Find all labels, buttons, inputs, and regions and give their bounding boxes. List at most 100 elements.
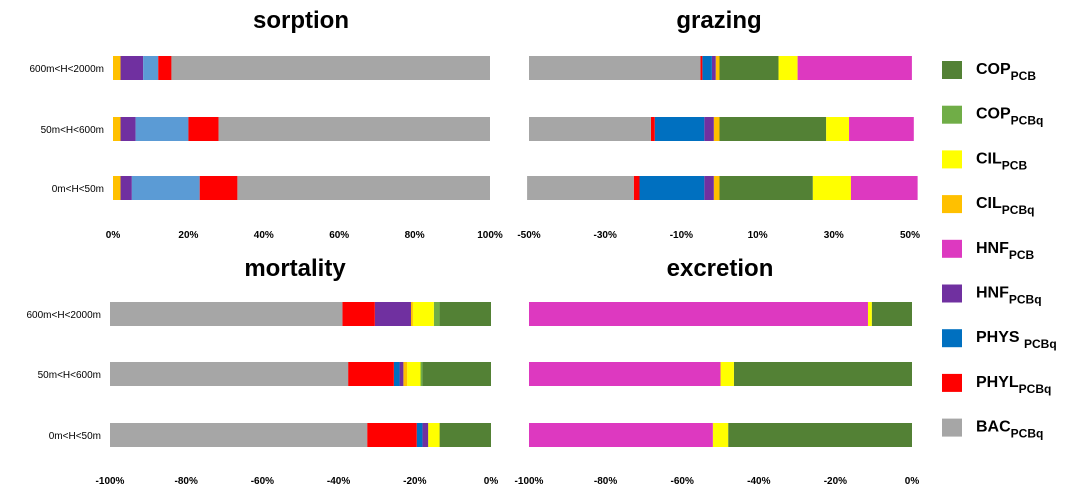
x-tick-label: 0% xyxy=(106,230,121,241)
bar-segment-cil-pcbq xyxy=(713,117,720,141)
category-label: 0m<H<50m xyxy=(52,184,104,195)
legend-label: COPPCB xyxy=(976,61,1036,83)
legend-label: PHYLPCBq xyxy=(976,374,1051,396)
legend-item: COPPCBq xyxy=(942,105,1043,128)
legend-swatch xyxy=(942,239,962,258)
legend-item: CILPCBq xyxy=(942,195,1034,217)
bar-segment-phyl-pcbq xyxy=(650,117,655,141)
category-label: 50m<H<600m xyxy=(38,370,101,381)
chart-title: grazing xyxy=(676,7,761,34)
bar-segment-cop-pcb xyxy=(439,423,491,447)
bar-segment-cil-pcb xyxy=(867,302,872,326)
legend-item: COPPCB xyxy=(942,61,1036,83)
bar-segment-bac-pcbq xyxy=(171,56,490,80)
bar-segment-hnf-pcb xyxy=(529,423,713,447)
legend-item: HNFPCB xyxy=(942,239,1035,262)
bar-segment-bac-pcbq xyxy=(237,176,490,200)
x-tick-label: -80% xyxy=(175,476,198,487)
x-tick-label: -80% xyxy=(594,476,617,487)
bar-segment-hnf-pcb xyxy=(529,362,721,386)
bar-segment-bac-pcbq xyxy=(110,302,343,326)
x-tick-label: -40% xyxy=(327,476,350,487)
legend-item: PHYLPCBq xyxy=(942,373,1051,396)
bar-segment-cop-pcb xyxy=(422,362,491,386)
bar-segment-phys-pcbq xyxy=(416,423,423,447)
bar-segment-cil-pcb xyxy=(712,423,729,447)
bar-segment-phyl-pcbq xyxy=(700,56,703,80)
x-tick-label: 80% xyxy=(405,230,425,241)
legend-swatch xyxy=(942,105,962,124)
legend-label: HNFPCB xyxy=(976,240,1035,262)
bar-segment-cil-pcbq xyxy=(113,117,121,141)
x-tick-label: 100% xyxy=(477,230,503,241)
bar-segment-hnf-pcbq xyxy=(120,117,136,141)
bar-segment-bac-pcbq xyxy=(529,56,701,80)
x-tick-label: 0% xyxy=(905,476,920,487)
bar-segment-phyl-pcbq xyxy=(188,117,219,141)
bar-segment-phyl-pcbq xyxy=(158,56,172,80)
bar-segment-cil-pcbq xyxy=(410,302,413,326)
x-tick-label: 30% xyxy=(824,230,844,241)
bar-segment-cil-pcb xyxy=(407,362,421,386)
legend-label: PHYS PCBq xyxy=(976,329,1057,351)
bar-segment-phys-pcbq xyxy=(702,56,712,80)
bar-segment-cil-pcbq xyxy=(113,176,121,200)
bar-segment-hnf-pcb xyxy=(849,117,914,141)
bar-segment-hnf-pcbq xyxy=(399,362,404,386)
x-tick-label: -30% xyxy=(594,230,617,241)
chart-0: sorption 0% 20% 40% 60% 80% 100% 0m<H<50m 50m<H<… xyxy=(30,7,503,241)
x-tick-label: 10% xyxy=(748,230,768,241)
bar-segment-bac-pcbq xyxy=(529,117,651,141)
bar-segment-cop-pcb xyxy=(719,176,813,200)
legend-item: BACPCBq xyxy=(942,418,1043,441)
bar-segment-bac-pcbq xyxy=(110,423,368,447)
bar-segment-cil-pcb xyxy=(428,423,440,447)
x-tick-label: 0% xyxy=(484,476,499,487)
bar-segment-bac-pcbq xyxy=(527,176,634,200)
bar-segment-phyl-pcbq xyxy=(199,176,238,200)
bar-segment-phys-pcbq xyxy=(654,117,705,141)
chart-2: mortality -100% -80% -60% -40% -20% 0% 0m<H<50m… xyxy=(27,255,499,487)
x-tick-label: -60% xyxy=(251,476,274,487)
x-tick-label: -20% xyxy=(824,476,847,487)
bar-segment-phys-pcbq xyxy=(393,362,400,386)
bar-segment-cil-pcb xyxy=(826,117,850,141)
legend-label: CILPCB xyxy=(976,150,1027,172)
legend-label: HNFPCBq xyxy=(976,285,1042,307)
legend-swatch xyxy=(942,329,962,348)
x-tick-label: 60% xyxy=(329,230,349,241)
legend-swatch xyxy=(942,61,962,79)
legend-swatch xyxy=(942,150,962,169)
chart-title: excretion xyxy=(667,255,774,282)
legend-swatch xyxy=(942,373,962,392)
bar-segment-phys-pcbq xyxy=(639,176,705,200)
bar-segment-cil-pcbq xyxy=(113,56,121,80)
bar-segment-cop-pcb xyxy=(719,117,827,141)
category-label: 50m<H<600m xyxy=(41,125,104,136)
bar-segment-cil-pcb xyxy=(812,176,851,200)
category-label: 600m<H<2000m xyxy=(30,64,105,75)
bar-segment-cil-pcbq xyxy=(715,56,720,80)
bar-segment-bac-pcbq xyxy=(110,362,349,386)
chart-3: excretion -100% -80% -60% -40% -20% 0% xyxy=(515,255,920,487)
legend-swatch xyxy=(942,195,962,214)
bar-segment-hnf-pcbq xyxy=(711,56,716,80)
x-tick-label: -60% xyxy=(671,476,694,487)
x-tick-label: -40% xyxy=(747,476,770,487)
legend-item: PHYS PCBq xyxy=(942,329,1057,351)
bar-segment-phyl-pcbq xyxy=(342,302,375,326)
bar-segment-cop-pcb xyxy=(439,302,491,326)
bar-segment-cop-pcb xyxy=(719,56,779,80)
x-tick-label: -50% xyxy=(517,230,540,241)
x-tick-label: 20% xyxy=(178,230,198,241)
chart-title: mortality xyxy=(244,255,346,282)
bar-segment-hnf-pcbq xyxy=(704,117,714,141)
x-tick-label: 40% xyxy=(254,230,274,241)
bar-segment-phyl-pcbq xyxy=(367,423,417,447)
legend-label: BACPCBq xyxy=(976,419,1043,441)
legend-item: CILPCB xyxy=(942,150,1027,172)
category-label: 0m<H<50m xyxy=(49,431,101,442)
bar-segment-phyl-pcbq xyxy=(348,362,394,386)
bar-segment-phys-pcbq xyxy=(135,117,189,141)
